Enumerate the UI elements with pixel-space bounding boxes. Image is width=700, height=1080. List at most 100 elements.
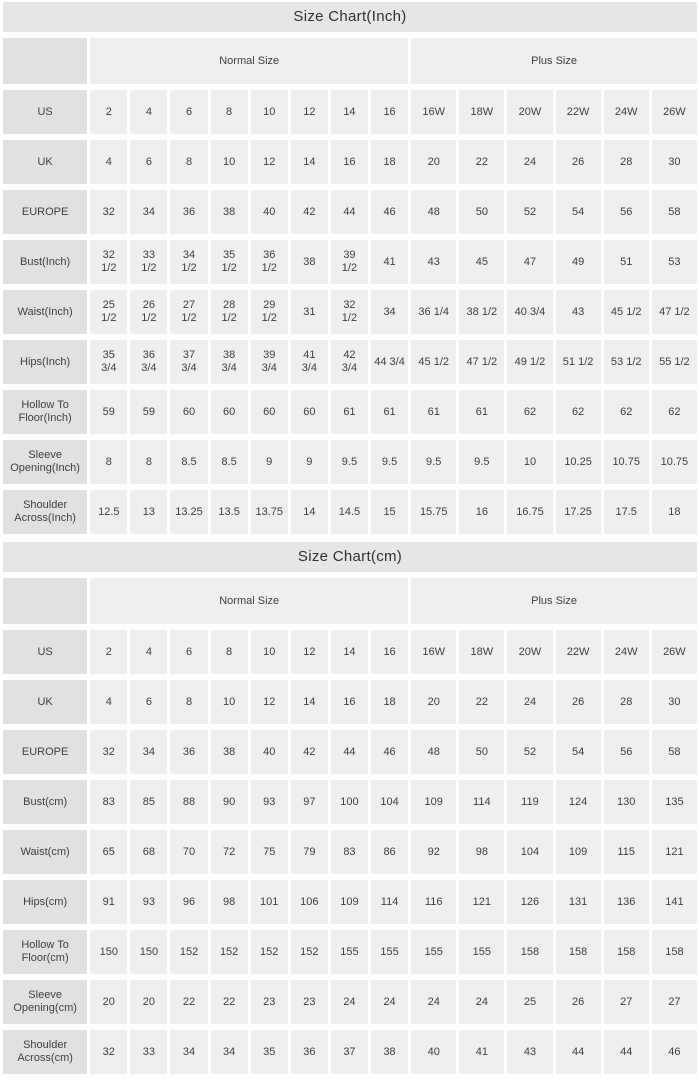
table-cell: 93: [130, 880, 168, 924]
table-cell: 2: [90, 90, 128, 134]
table-cell: 43: [411, 240, 457, 284]
table-row: Sleeve Opening(cm) 20 20 22 22 23 23 24 24 24 24 25…: [3, 980, 697, 1024]
table-cell: 60: [290, 390, 328, 434]
table-cell: 158: [507, 930, 553, 974]
table-cell: 10: [250, 630, 288, 674]
table-row: UK 4 6 8 10 12 14 16 18 20 22 24 26 28 30: [3, 140, 697, 184]
table-cell: 33: [130, 1030, 168, 1074]
table-cell: 52: [507, 190, 553, 234]
table-cell: 42: [290, 730, 328, 774]
table-cell: 12: [290, 630, 328, 674]
table-cell: 20: [90, 980, 128, 1024]
table-cell: 12.5: [90, 490, 128, 534]
table-cell: 30: [651, 140, 697, 184]
table-cell: 150: [130, 930, 168, 974]
table-row: EUROPE 32 34 36 38 40 42 44 46 48 50 52 54 56 58: [3, 190, 697, 234]
table-cell: 31: [290, 290, 328, 334]
table-cell: 9.5: [411, 440, 457, 484]
row-label: UK: [3, 140, 88, 184]
row-label: Waist(Inch): [3, 290, 88, 334]
table-cell: 22W: [555, 630, 601, 674]
table-row: Waist(cm) 65 68 70 72 75 79 83 86 92 98 104 109 115 12…: [3, 830, 697, 874]
table-cell: 38: [371, 1030, 409, 1074]
table-cell: 152: [250, 930, 288, 974]
table-cell: 40: [250, 730, 288, 774]
table-cell: 20: [411, 140, 457, 184]
table-cell: 36: [290, 1030, 328, 1074]
table-cell: 10.25: [555, 440, 601, 484]
table-cell: 8: [170, 680, 208, 724]
table-cell: 79: [290, 830, 328, 874]
corner-cell: [3, 578, 88, 624]
table-cell: 6: [130, 140, 168, 184]
table-cell: 33 1/2: [130, 240, 168, 284]
table-cell: 53: [651, 240, 697, 284]
table-cell: 10: [507, 440, 553, 484]
table-cell: 16.75: [507, 490, 553, 534]
table-cell: 12: [250, 140, 288, 184]
table-cell: 17.25: [555, 490, 601, 534]
table-cell: 38: [210, 190, 248, 234]
table-cell: 155: [411, 930, 457, 974]
table-cell: 4: [130, 630, 168, 674]
table-cell: 131: [555, 880, 601, 924]
table-cell: 9: [290, 440, 328, 484]
table-cell: 54: [555, 190, 601, 234]
table-cell: 41 3/4: [290, 340, 328, 384]
table-cell: 39 3/4: [250, 340, 288, 384]
table-cell: 53 1/2: [603, 340, 649, 384]
row-label: Bust(cm): [3, 780, 88, 824]
table-cell: 26W: [651, 630, 697, 674]
table-cell: 44: [603, 1030, 649, 1074]
table-cell: 121: [459, 880, 505, 924]
table-row: US 2 4 6 8 10 12 14 16 16W 18W 20W 22W 24W 26W: [3, 630, 697, 674]
table-cell: 152: [290, 930, 328, 974]
table-cell: 24: [371, 980, 409, 1024]
table-row: Hollow To Floor(cm) 150 150 152 152 152 152 155…: [3, 930, 697, 974]
table-cell: 48: [411, 190, 457, 234]
table-row: Waist(Inch) 25 1/2 26 1/2 27 1/2 28 1/2 29 1/…: [3, 290, 697, 334]
table-cell: 16: [330, 680, 368, 724]
table-cell: 34: [371, 290, 409, 334]
table-cell: 152: [170, 930, 208, 974]
table-cell: 49: [555, 240, 601, 284]
table-cell: 155: [330, 930, 368, 974]
row-label: Shoulder Across(Inch): [3, 490, 88, 534]
table-cell: 44: [330, 730, 368, 774]
table-cell: 35 1/2: [210, 240, 248, 284]
table-cell: 43: [507, 1030, 553, 1074]
table-cell: 60: [170, 390, 208, 434]
table-cell: 24W: [603, 630, 649, 674]
table-cell: 70: [170, 830, 208, 874]
table-cell: 47: [507, 240, 553, 284]
table-cell: 106: [290, 880, 328, 924]
table-cell: 28: [603, 680, 649, 724]
table-cell: 25 1/2: [90, 290, 128, 334]
table-cell: 38 1/2: [459, 290, 505, 334]
table-cell: 42: [290, 190, 328, 234]
table-cell: 29 1/2: [250, 290, 288, 334]
table-cell: 58: [651, 730, 697, 774]
table-cell: 46: [371, 730, 409, 774]
table-cell: 10.75: [603, 440, 649, 484]
table-cell: 14: [290, 680, 328, 724]
table-cell: 27 1/2: [170, 290, 208, 334]
table-cell: 38: [210, 730, 248, 774]
table-cell: 104: [507, 830, 553, 874]
table-cell: 141: [651, 880, 697, 924]
table-cell: 155: [371, 930, 409, 974]
table-cell: 36 1/2: [250, 240, 288, 284]
table-cell: 6: [130, 680, 168, 724]
group-header-plus-size: Plus Size: [411, 578, 697, 624]
table-cell: 22W: [555, 90, 601, 134]
table-cell: 24W: [603, 90, 649, 134]
table-cell: 62: [555, 390, 601, 434]
table-row: Sleeve Opening(Inch) 8 8 8.5 8.5 9 9 9.5 9.5 9.5 9…: [3, 440, 697, 484]
table-cell: 26 1/2: [130, 290, 168, 334]
table-cell: 150: [90, 930, 128, 974]
table-cell: 17.5: [603, 490, 649, 534]
table-cell: 51 1/2: [555, 340, 601, 384]
table-cell: 13: [130, 490, 168, 534]
row-label: US: [3, 630, 88, 674]
